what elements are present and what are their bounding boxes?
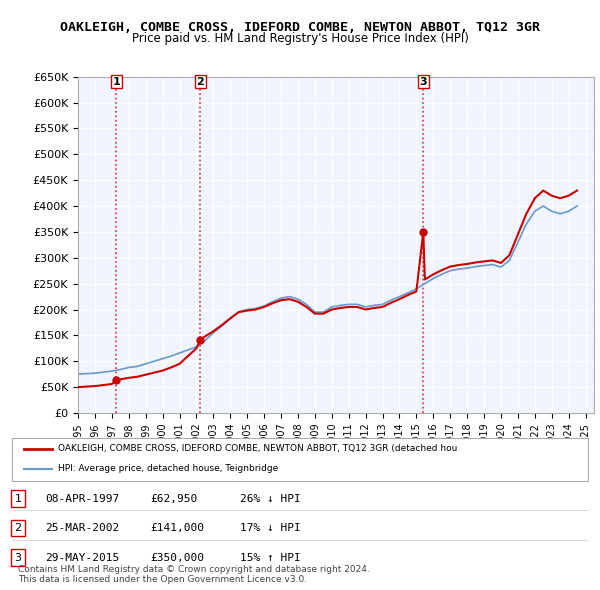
Text: 17% ↓ HPI: 17% ↓ HPI	[240, 523, 301, 533]
Text: 1: 1	[113, 77, 120, 87]
Text: £62,950: £62,950	[150, 494, 197, 503]
Text: 1: 1	[14, 494, 22, 503]
Text: OAKLEIGH, COMBE CROSS, IDEFORD COMBE, NEWTON ABBOT, TQ12 3GR: OAKLEIGH, COMBE CROSS, IDEFORD COMBE, NE…	[60, 21, 540, 34]
Text: 29-MAY-2015: 29-MAY-2015	[45, 553, 119, 562]
Text: 25-MAR-2002: 25-MAR-2002	[45, 523, 119, 533]
Text: 3: 3	[14, 553, 22, 562]
Text: 26% ↓ HPI: 26% ↓ HPI	[240, 494, 301, 503]
Text: £141,000: £141,000	[150, 523, 204, 533]
Text: £350,000: £350,000	[150, 553, 204, 562]
Text: HPI: Average price, detached house, Teignbridge: HPI: Average price, detached house, Teig…	[58, 464, 278, 473]
Text: 2: 2	[196, 77, 204, 87]
Text: Price paid vs. HM Land Registry's House Price Index (HPI): Price paid vs. HM Land Registry's House …	[131, 32, 469, 45]
Text: 15% ↑ HPI: 15% ↑ HPI	[240, 553, 301, 562]
Text: 2: 2	[14, 523, 22, 533]
Text: Contains HM Land Registry data © Crown copyright and database right 2024.
This d: Contains HM Land Registry data © Crown c…	[18, 565, 370, 584]
Text: OAKLEIGH, COMBE CROSS, IDEFORD COMBE, NEWTON ABBOT, TQ12 3GR (detached hou: OAKLEIGH, COMBE CROSS, IDEFORD COMBE, NE…	[58, 444, 457, 454]
Text: 08-APR-1997: 08-APR-1997	[45, 494, 119, 503]
Text: 3: 3	[419, 77, 427, 87]
